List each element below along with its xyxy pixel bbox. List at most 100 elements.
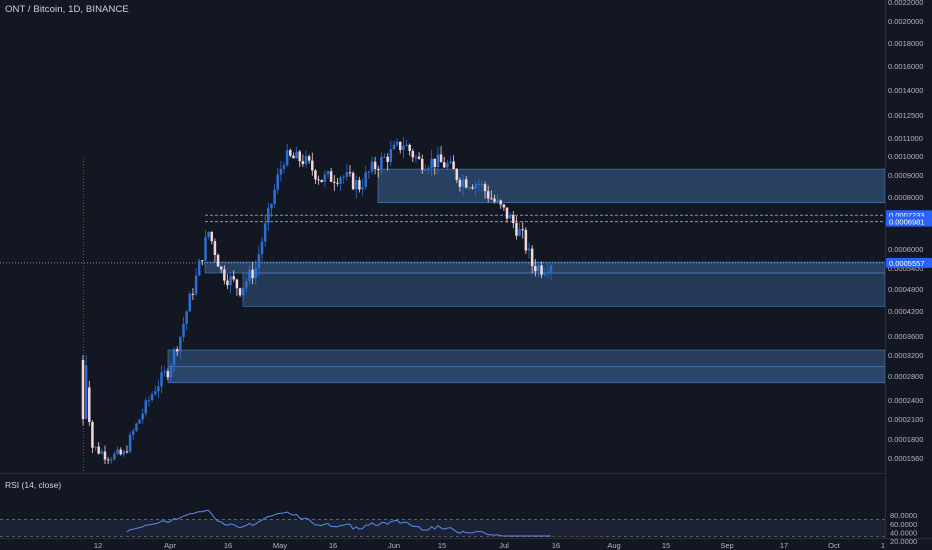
candle-body xyxy=(439,154,443,163)
price-tick-label: 0.0012500 xyxy=(888,111,923,120)
candle-120 xyxy=(455,168,459,183)
candle-127 xyxy=(477,179,481,193)
candle-45 xyxy=(219,265,223,273)
time-tick-label: Oct xyxy=(828,541,841,550)
candle-body xyxy=(502,204,506,208)
candle-84 xyxy=(342,174,345,184)
candle-122 xyxy=(461,174,465,196)
candle-68 xyxy=(292,152,295,159)
support-resistance-zone-5 xyxy=(167,366,886,384)
candle-body xyxy=(232,276,236,280)
price-tick-label: 0.0002400 xyxy=(888,396,923,405)
candle-56 xyxy=(254,260,258,285)
candle-body xyxy=(414,156,418,158)
candle-58 xyxy=(260,237,264,261)
candle-body xyxy=(103,451,107,460)
price-tick-label: 0.0016000 xyxy=(888,62,923,71)
candle-49 xyxy=(232,270,236,282)
candle-16 xyxy=(128,431,132,454)
candle-body xyxy=(402,145,405,151)
support-resistance-zone-3 xyxy=(242,272,886,307)
candle-body xyxy=(320,179,323,183)
time-tick-label: 16 xyxy=(329,541,337,550)
candle-body xyxy=(383,156,386,158)
candle-body xyxy=(534,266,537,272)
candle-135 xyxy=(502,203,506,212)
rsi-title: RSI (14, close) xyxy=(5,480,62,490)
candle-103 xyxy=(402,136,405,158)
time-tick-label: 15 xyxy=(438,541,446,550)
candle-148 xyxy=(543,267,546,277)
candle-body xyxy=(370,161,374,172)
candle-14 xyxy=(122,449,126,457)
candle-body xyxy=(471,187,474,189)
candle-46 xyxy=(223,265,226,285)
candle-body xyxy=(122,451,126,455)
candle-150 xyxy=(549,263,553,281)
candle-body xyxy=(204,237,207,261)
price-tick-label: 0.0002800 xyxy=(888,372,923,381)
candle-body xyxy=(380,157,383,170)
candle-112 xyxy=(430,150,433,177)
symbol-title: ONT / Bitcoin, 1D, BINANCE xyxy=(5,4,129,15)
candle-body xyxy=(420,158,424,170)
candle-26 xyxy=(160,365,163,394)
candle-body xyxy=(94,446,97,448)
candle-body xyxy=(307,156,311,161)
candle-50 xyxy=(235,278,239,296)
candle-body xyxy=(355,180,358,190)
price-tick-label: 0.0005400 xyxy=(888,264,923,273)
candle-4 xyxy=(91,420,94,453)
candle-44 xyxy=(216,253,220,267)
candle-100 xyxy=(392,140,396,150)
candle-body xyxy=(389,149,393,162)
candle-69 xyxy=(295,146,298,159)
candle-25 xyxy=(157,380,160,399)
candle-147 xyxy=(540,261,543,279)
candle-108 xyxy=(417,152,421,160)
candle-body xyxy=(182,323,185,337)
candle-90 xyxy=(361,178,364,196)
time-tick-label: 17 xyxy=(780,541,788,550)
candle-body xyxy=(376,169,380,171)
candle-body xyxy=(119,449,122,455)
candle-130 xyxy=(486,185,490,203)
candle-111 xyxy=(427,165,430,174)
candle-7 xyxy=(100,448,104,455)
candle-body xyxy=(430,158,433,169)
candle-body xyxy=(254,268,258,279)
candle-37 xyxy=(194,268,198,297)
time-tick-label: 16 xyxy=(552,541,560,550)
candle-39 xyxy=(201,260,204,266)
candle-132 xyxy=(493,194,496,204)
candle-87 xyxy=(351,171,355,191)
candle-146 xyxy=(537,262,540,277)
candle-1 xyxy=(81,355,85,426)
rsi-line xyxy=(126,509,551,537)
candle-105 xyxy=(408,143,411,156)
candle-116 xyxy=(442,156,446,168)
candle-80 xyxy=(329,167,333,183)
candle-body xyxy=(351,172,355,190)
candle-body xyxy=(223,269,226,281)
candle-body xyxy=(213,241,217,255)
candle-121 xyxy=(458,177,462,192)
candle-78 xyxy=(323,170,327,188)
candle-59 xyxy=(263,215,267,247)
candle-body xyxy=(260,241,264,255)
candle-17 xyxy=(132,428,135,440)
candle-body xyxy=(458,179,462,187)
candle-body xyxy=(88,387,91,422)
candle-body xyxy=(235,279,239,289)
candle-body xyxy=(270,203,273,209)
candle-137 xyxy=(508,212,512,219)
candle-97 xyxy=(383,153,386,159)
candle-body xyxy=(408,144,411,151)
candle-body xyxy=(452,161,455,170)
candle-54 xyxy=(248,265,251,286)
candle-109 xyxy=(420,154,424,174)
candle-91 xyxy=(364,166,367,190)
candle-body xyxy=(543,272,546,275)
candle-body xyxy=(405,144,408,146)
